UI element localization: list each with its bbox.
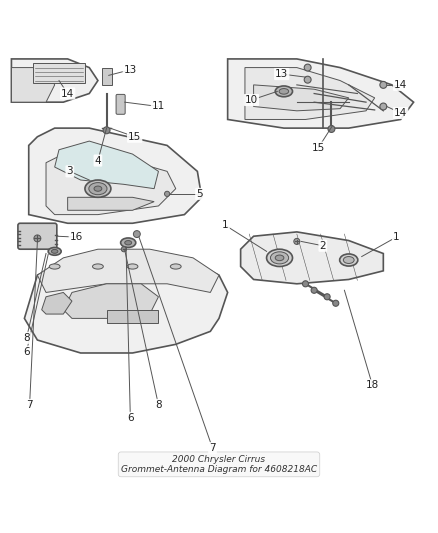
Circle shape (304, 64, 311, 71)
Circle shape (311, 287, 317, 293)
Ellipse shape (339, 254, 358, 266)
FancyBboxPatch shape (18, 223, 57, 249)
Ellipse shape (270, 252, 289, 264)
Circle shape (380, 103, 387, 110)
Ellipse shape (120, 238, 136, 247)
Ellipse shape (49, 264, 60, 269)
Circle shape (103, 127, 110, 134)
Ellipse shape (89, 183, 107, 195)
Text: 10: 10 (245, 95, 258, 105)
Polygon shape (11, 59, 98, 102)
Polygon shape (55, 141, 159, 189)
Circle shape (303, 281, 308, 287)
Text: 6: 6 (127, 413, 134, 423)
Text: 7: 7 (209, 443, 216, 453)
Polygon shape (25, 254, 228, 353)
Text: 1: 1 (393, 232, 399, 242)
Ellipse shape (85, 180, 111, 197)
Polygon shape (46, 154, 176, 215)
Text: 5: 5 (196, 189, 203, 199)
Text: 13: 13 (275, 69, 288, 79)
Ellipse shape (92, 264, 103, 269)
Text: 3: 3 (67, 166, 73, 176)
Ellipse shape (279, 88, 289, 94)
Ellipse shape (48, 247, 61, 255)
Text: 15: 15 (312, 143, 325, 152)
Polygon shape (37, 249, 219, 293)
Ellipse shape (343, 256, 354, 263)
Text: 8: 8 (23, 333, 30, 343)
Text: 18: 18 (366, 381, 379, 390)
Text: 16: 16 (70, 232, 83, 242)
Ellipse shape (275, 86, 293, 97)
Ellipse shape (94, 186, 102, 191)
Circle shape (328, 126, 335, 132)
Text: 7: 7 (26, 400, 33, 410)
Circle shape (134, 231, 140, 238)
Polygon shape (106, 310, 159, 322)
Text: 2: 2 (319, 241, 326, 251)
Text: 14: 14 (61, 88, 74, 99)
FancyBboxPatch shape (116, 94, 125, 114)
Text: 4: 4 (95, 156, 101, 166)
Circle shape (380, 82, 387, 88)
Circle shape (324, 294, 330, 300)
Circle shape (165, 191, 170, 197)
Text: 11: 11 (152, 101, 165, 111)
Polygon shape (29, 128, 202, 223)
Text: 2000 Chrysler Cirrus
Grommet-Antenna Diagram for 4608218AC: 2000 Chrysler Cirrus Grommet-Antenna Dia… (121, 455, 317, 474)
Polygon shape (42, 293, 72, 314)
Text: 13: 13 (124, 64, 137, 75)
Text: 8: 8 (155, 400, 162, 410)
Circle shape (304, 76, 311, 83)
Ellipse shape (127, 264, 138, 269)
Bar (33, 63, 85, 83)
Text: 14: 14 (394, 80, 407, 90)
Polygon shape (64, 284, 159, 318)
Polygon shape (228, 59, 413, 128)
Text: 15: 15 (128, 132, 141, 142)
Text: 14: 14 (394, 108, 407, 118)
Circle shape (121, 247, 127, 252)
Ellipse shape (170, 264, 181, 269)
Circle shape (294, 238, 300, 245)
Polygon shape (11, 68, 55, 102)
Ellipse shape (275, 255, 284, 261)
Polygon shape (240, 232, 383, 284)
Polygon shape (254, 85, 349, 111)
Ellipse shape (267, 249, 293, 266)
Circle shape (333, 300, 339, 306)
Text: 1: 1 (222, 221, 229, 230)
Polygon shape (245, 68, 374, 119)
Text: 6: 6 (23, 346, 30, 357)
Polygon shape (67, 197, 154, 211)
Ellipse shape (125, 240, 132, 245)
Ellipse shape (51, 249, 58, 253)
Circle shape (34, 235, 41, 242)
FancyBboxPatch shape (102, 68, 112, 85)
